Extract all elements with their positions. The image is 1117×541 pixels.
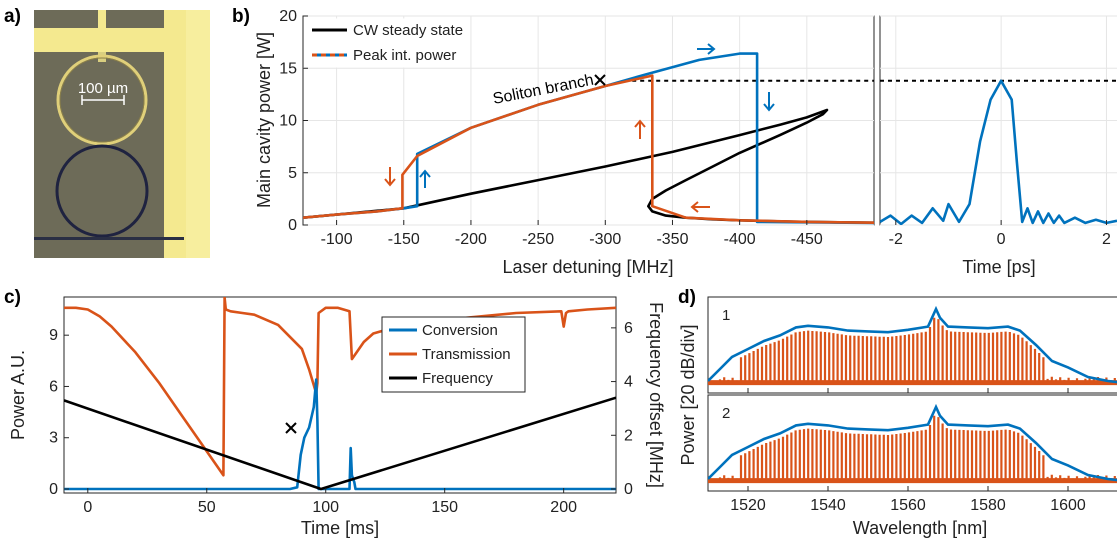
series-peak-int-power-dashed — [303, 74, 874, 224]
c-xtick-label: 200 — [550, 499, 577, 516]
panel-label-a: a) — [4, 6, 21, 27]
c-ytick-label: 3 — [49, 430, 58, 447]
xlabel-b: Laser detuning [MHz] — [502, 257, 673, 277]
scale-bar-label: 100 µm — [78, 80, 128, 97]
bt-xtick-label: 2 — [1102, 231, 1111, 248]
panel-a-micrograph: 100 µm — [34, 10, 210, 258]
envelope-1 — [708, 305, 1117, 384]
bt-xtick-label: -2 — [889, 231, 903, 248]
b-xtick-label: -300 — [589, 231, 621, 248]
b-xtick-label: -250 — [522, 231, 554, 248]
xlabel-d: Wavelength [nm] — [853, 518, 987, 538]
b-xtick-label: -100 — [321, 231, 353, 248]
ring-resonator-top — [59, 57, 145, 143]
chart-d: 1520 1540 1560 1580 1600 1 2 Wavelength [nm]… — [678, 296, 1117, 538]
c-ytick-label: 9 — [49, 327, 58, 344]
series-bt-pulse — [880, 79, 1117, 225]
series-c-frequency — [64, 396, 616, 491]
series-c — [64, 297, 616, 491]
b-xtick-label: -150 — [388, 231, 420, 248]
xlabel-c: Time [ms] — [301, 518, 379, 538]
c-ytick-label: 0 — [49, 481, 58, 498]
grid-b — [303, 15, 874, 226]
y2label-c: Frequency offset [MHz] — [646, 302, 666, 488]
series-b-time — [880, 79, 1117, 225]
legend-b: CW steady state Peak int. power — [305, 18, 470, 68]
b-xtick-label: -400 — [724, 231, 756, 248]
legend-cw: CW steady state — [353, 22, 463, 39]
ticks-b: -100 -150 -200 -250 -300 -350 -400 -450 0 5 10 15 20 — [279, 8, 823, 248]
chart-c: 0 50 100 150 200 0 3 6 9 0 2 4 6 Conversion Transmis… — [8, 296, 666, 538]
c2-ytick-label: 2 — [624, 427, 633, 444]
electrode-top — [34, 28, 174, 52]
ylabel-b: Main cavity power [W] — [254, 32, 274, 208]
legend-peak: Peak int. power — [353, 47, 456, 64]
b-ytick-label: 5 — [288, 165, 297, 182]
legend-frequency: Frequency — [422, 370, 493, 387]
legend-conversion: Conversion — [422, 322, 498, 339]
c-ytick-label: 6 — [49, 378, 58, 395]
panel-label-b: b) — [232, 6, 250, 27]
b-ytick-label: 15 — [279, 60, 297, 77]
arrow-up-blue — [419, 169, 431, 188]
d-xtick-label: 1600 — [1050, 497, 1086, 514]
c2-ytick-label: 0 — [624, 481, 633, 498]
c-xtick-label: 50 — [198, 499, 216, 516]
c-xtick-label: 100 — [312, 499, 339, 516]
chart-b-time: -2 0 2 Time [ps] — [879, 15, 1117, 277]
marker-c — [285, 422, 297, 434]
d-xtick-label: 1520 — [730, 497, 766, 514]
ticks-d: 1520 1540 1560 1580 1600 — [730, 388, 1086, 514]
c2-ytick-label: 6 — [624, 320, 633, 337]
panel-label-c: c) — [4, 287, 21, 308]
c2-ytick-label: 4 — [624, 374, 633, 391]
legend-transmission: Transmission — [422, 346, 511, 363]
b-ytick-label: 20 — [279, 8, 297, 25]
ylabel-d: Power [20 dB/div] — [678, 324, 698, 465]
b-ytick-label: 10 — [279, 113, 297, 130]
subplot-label-1: 1 — [722, 307, 730, 324]
panel-label-d: d) — [678, 287, 696, 308]
plot-area-c — [63, 296, 617, 494]
ylabel-c: Power A.U. — [8, 350, 28, 440]
arrow-left-orange — [690, 201, 710, 213]
subplot-label-2: 2 — [722, 405, 730, 422]
bt-xtick-label: 0 — [997, 231, 1006, 248]
b-ytick-label: 0 — [288, 217, 297, 234]
ticks-b-time: -2 0 2 — [889, 220, 1111, 248]
ring-resonator-bottom — [55, 144, 149, 238]
legend-c: Conversion Transmission Frequency — [381, 316, 526, 393]
arrows-b — [384, 43, 775, 213]
d-xtick-label: 1560 — [890, 497, 926, 514]
chart-b-main: -100 -150 -200 -250 -300 -350 -400 -450 0 5 10 15 20… — [254, 8, 875, 277]
d-xtick-label: 1580 — [970, 497, 1006, 514]
arrow-right-blue — [697, 43, 716, 55]
ticks-c: 0 50 100 150 200 0 3 6 9 0 2 4 6 — [49, 320, 633, 516]
envelope-2 — [708, 403, 1117, 482]
grid-b-time — [880, 15, 1117, 226]
b-xtick-label: -200 — [455, 231, 487, 248]
electrode-stub — [98, 10, 106, 30]
d-xtick-label: 1540 — [810, 497, 846, 514]
soliton-marker — [594, 74, 606, 86]
electrode-right — [164, 10, 186, 258]
bus-waveguide — [34, 237, 184, 240]
electrode-edge — [186, 10, 210, 258]
xlabel-b-time: Time [ps] — [962, 257, 1035, 277]
arrow-up-orange — [634, 119, 646, 139]
arrow-down-blue — [763, 92, 775, 112]
b-xtick-label: -450 — [791, 231, 823, 248]
b-xtick-label: -350 — [656, 231, 688, 248]
heater-ring — [56, 54, 148, 146]
series-d — [708, 305, 1117, 484]
c-xtick-label: 0 — [83, 499, 92, 516]
arrow-down-orange — [384, 167, 396, 187]
c-xtick-label: 150 — [431, 499, 458, 516]
series-b — [303, 52, 874, 225]
